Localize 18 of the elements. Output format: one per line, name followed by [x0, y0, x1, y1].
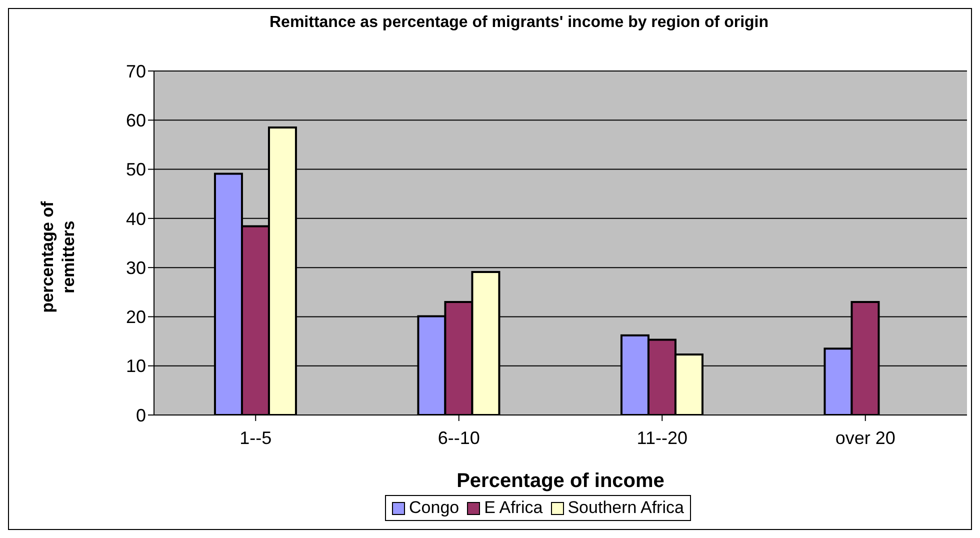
y-tick-label: 0 [136, 405, 146, 426]
legend-label: Congo [408, 498, 460, 518]
y-tick-label: 70 [126, 61, 146, 82]
legend-label: Southern Africa [566, 498, 684, 518]
x-axis-title: Percentage of income [456, 470, 664, 492]
y-axis-title: percentage of remitters [37, 200, 79, 315]
y-tick-label: 20 [126, 307, 146, 328]
x-tick-label: 1--5 [240, 428, 272, 448]
x-tick-label: 11--20 [636, 428, 688, 448]
y-tick-label: 50 [126, 160, 146, 180]
x-tick-label: over 20 [835, 428, 896, 448]
y-tick-label: 10 [126, 356, 146, 376]
chart-title: Remittance as percentage of migrants' income by region of origin [268, 13, 770, 33]
y-tick-label: 30 [126, 258, 146, 278]
x-tick-label: 6--10 [438, 428, 480, 448]
y-tick-label: 60 [126, 110, 146, 131]
y-tick-label: 40 [126, 208, 146, 229]
legend-label: E Africa [483, 498, 543, 518]
